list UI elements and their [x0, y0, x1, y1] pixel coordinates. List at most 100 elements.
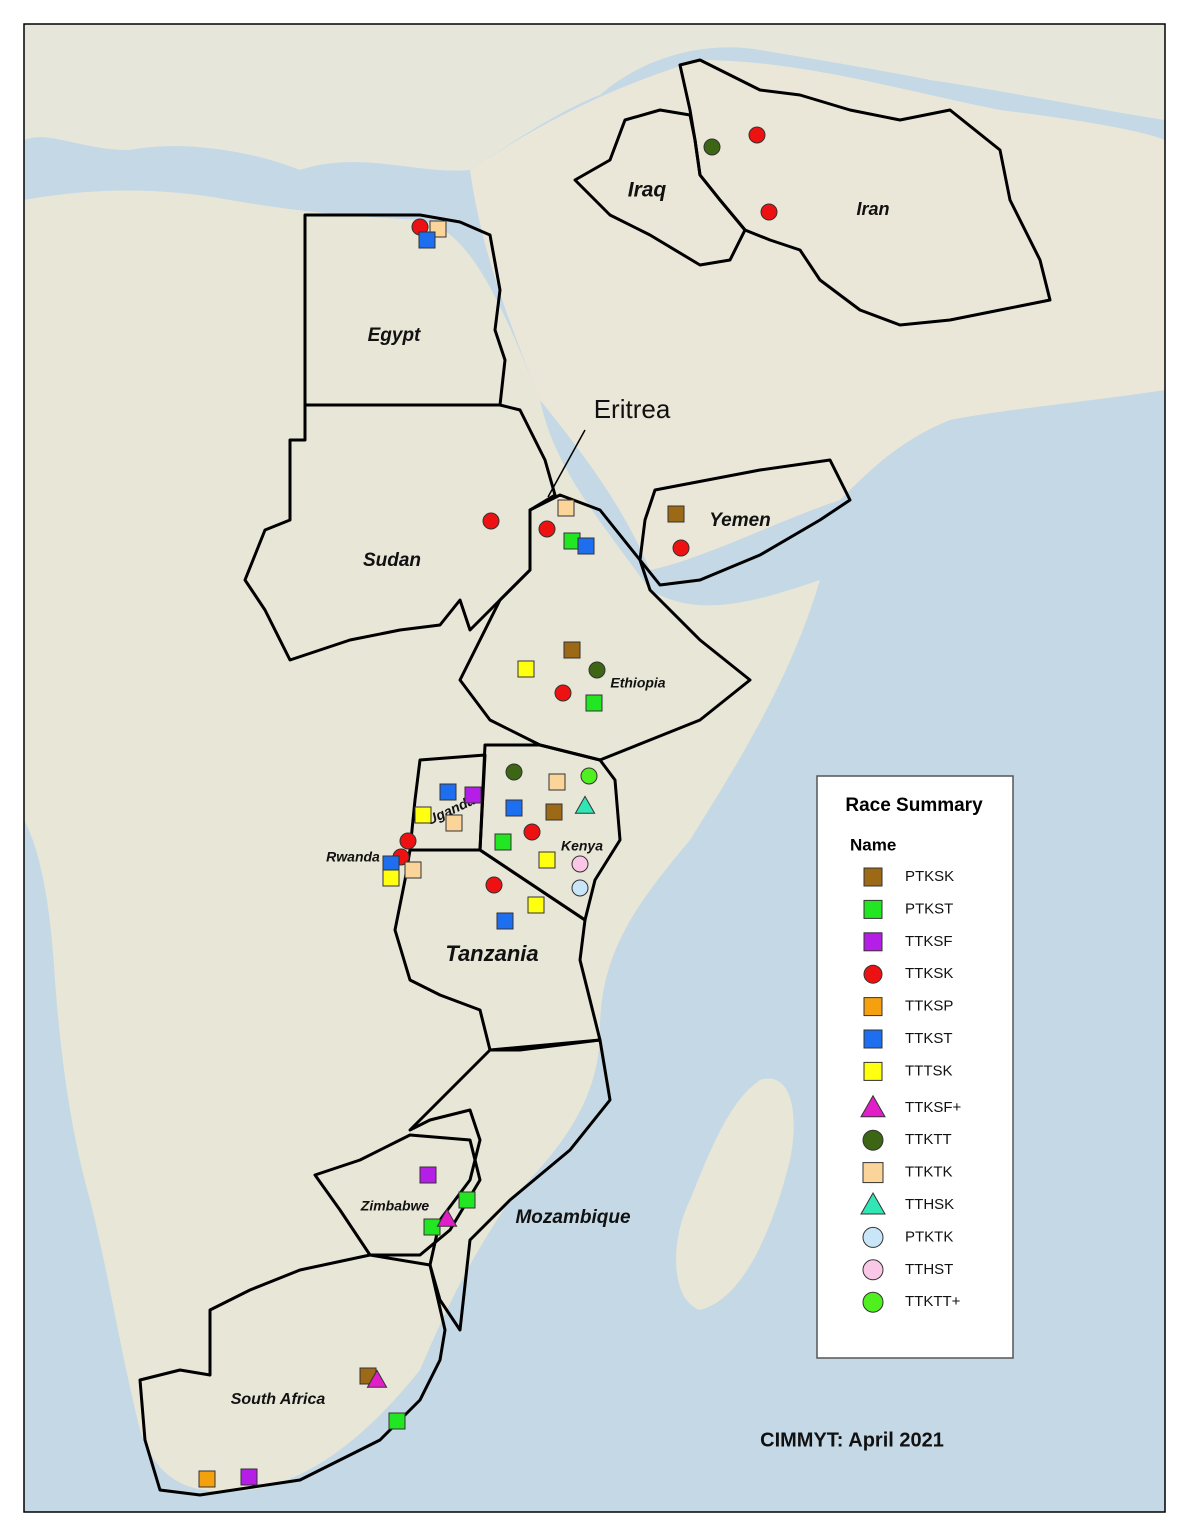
credit: CIMMYT: April 2021: [760, 1429, 944, 1451]
marker-square: [240, 1468, 258, 1486]
border-south-africa: [138, 1253, 447, 1497]
country-label: Rwanda: [326, 849, 380, 865]
marker-square: [198, 1470, 216, 1488]
marker-square: [667, 505, 685, 523]
legend-item-label: TTKTT: [905, 1131, 952, 1148]
legend-item-label: TTTSK: [905, 1062, 953, 1079]
marker-square: [419, 1166, 437, 1184]
marker-circle: [571, 879, 589, 897]
legend-item-label: TTHSK: [905, 1196, 954, 1213]
legend-item-label: TTKSP: [905, 998, 953, 1015]
legend-item-label: PTKST: [905, 900, 953, 917]
border-iraq: [573, 108, 747, 267]
marker-square: [388, 1412, 406, 1430]
eritrea-leader: [547, 429, 586, 498]
legend-item-label: TTKTT+: [905, 1293, 961, 1310]
marker-circle: [672, 539, 690, 557]
marker-square: [464, 786, 482, 804]
marker-circle: [862, 1129, 884, 1151]
country-label: Iraq: [628, 179, 667, 202]
country-label: Egypt: [368, 325, 421, 346]
legend-item-label: TTKSF: [905, 933, 953, 950]
marker-square: [494, 833, 512, 851]
legend-item-label: PTKSK: [905, 868, 954, 885]
legend: Race Summary Name PTKSK PTKST TTKSF TTKSK TT…: [816, 775, 1014, 1359]
marker-circle: [538, 520, 556, 538]
marker-square: [414, 806, 432, 824]
marker-square: [423, 1218, 441, 1236]
marker-circle: [505, 763, 523, 781]
marker-circle: [485, 876, 503, 894]
country-label: Yemen: [709, 510, 771, 531]
marker-circle: [862, 1259, 884, 1281]
marker-circle: [399, 832, 417, 850]
land-arabia: [470, 60, 1165, 570]
marker-circle: [523, 823, 541, 841]
marker-square: [863, 932, 883, 952]
marker-triangle: [574, 795, 596, 814]
legend-item-label: TTKSF+: [905, 1099, 961, 1116]
marker-circle: [760, 203, 778, 221]
marker-circle: [580, 767, 598, 785]
country-label: South Africa: [231, 1391, 326, 1408]
legend-item-label: TTHST: [905, 1261, 953, 1278]
frame: [23, 23, 1166, 1513]
marker-square: [863, 997, 883, 1017]
marker-square: [862, 1162, 884, 1184]
marker-square: [863, 867, 883, 887]
border-zimbabwe: [313, 1133, 482, 1257]
marker-circle: [862, 1226, 884, 1248]
marker-square: [505, 799, 523, 817]
marker-square: [382, 869, 400, 887]
marker-circle: [748, 126, 766, 144]
marker-square: [577, 537, 595, 555]
marker-triangle: [366, 1369, 388, 1388]
border-yemen: [638, 458, 852, 587]
marker-square: [439, 783, 457, 801]
marker-square: [585, 694, 603, 712]
marker-circle: [571, 855, 589, 873]
marker-circle: [482, 512, 500, 530]
legend-header: Name: [850, 835, 896, 854]
marker-triangle: [860, 1094, 886, 1118]
marker-circle: [588, 661, 606, 679]
marker-triangle: [436, 1208, 458, 1227]
marker-circle: [863, 964, 883, 984]
marker-triangle: [860, 1191, 886, 1215]
border-sudan: [243, 403, 557, 662]
border-ethiopia: [458, 493, 752, 762]
land-north: [24, 24, 1165, 171]
border-tanzania: [393, 848, 602, 1052]
marker-square: [563, 641, 581, 659]
marker-square: [527, 896, 545, 914]
legend-item-label: TTKTK: [905, 1164, 953, 1181]
country-label: Zimbabwe: [360, 1198, 430, 1214]
marker-square: [545, 803, 563, 821]
legend-title: Race Summary: [845, 795, 983, 816]
country-label: Ethiopia: [610, 675, 665, 691]
marker-square: [458, 1191, 476, 1209]
borders: [138, 58, 1052, 1497]
country-label: Iran: [856, 199, 889, 219]
legend-box: [816, 775, 1014, 1359]
marker-square: [517, 660, 535, 678]
marker-circle: [554, 684, 572, 702]
legend-item-label: TTKSK: [905, 965, 953, 982]
land-africa: [24, 190, 820, 1492]
marker-square: [418, 231, 436, 249]
legend-item-label: PTKTK: [905, 1228, 953, 1245]
marker-square: [538, 851, 556, 869]
country-label: Tanzania: [445, 941, 538, 966]
marker-circle: [703, 138, 721, 156]
marker-square: [863, 899, 883, 919]
legend-item-label: TTKST: [905, 1030, 953, 1047]
marker-square: [548, 773, 566, 791]
marker-circle: [862, 1291, 884, 1313]
marker-square: [496, 912, 514, 930]
country-label: Eritrea: [594, 394, 671, 424]
country-label: Sudan: [363, 550, 421, 571]
marker-square: [863, 1029, 883, 1049]
marker-square: [404, 861, 422, 879]
marker-square: [445, 814, 463, 832]
